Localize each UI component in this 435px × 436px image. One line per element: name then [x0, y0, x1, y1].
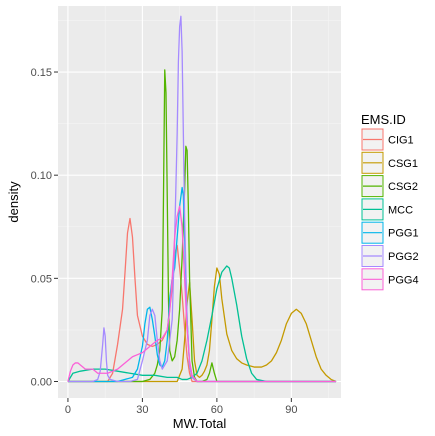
x-tick-label: 0: [65, 404, 71, 416]
density-line-mcc: [67, 265, 337, 383]
legend: EMS.ID CIG1 CSG1 CSG2 MCC PGG1 PGG2 PGG4: [361, 112, 419, 291]
y-tick-label: 0.05: [31, 273, 52, 285]
density-line-pgg4: [67, 205, 337, 383]
legend-title: EMS.ID: [361, 112, 406, 127]
x-axis-title: MW.Total: [173, 416, 227, 431]
y-tick-label: 0.00: [31, 376, 52, 388]
y-tick-label: 0.15: [31, 67, 52, 79]
legend-label-csg2: CSG2: [388, 181, 418, 193]
legend-items: CIG1 CSG1 CSG2 MCC PGG1 PGG2 PGG4: [361, 128, 419, 291]
x-tick-label: 30: [136, 404, 148, 416]
y-axis-title: density: [6, 181, 21, 223]
legend-label-csg1: CSG1: [388, 158, 418, 170]
density-line-pgg2: [67, 15, 337, 383]
x-tick-label: 60: [211, 404, 223, 416]
legend-label-pgg4: PGG4: [388, 274, 419, 286]
legend-label-pgg1: PGG1: [388, 228, 419, 240]
density-line-csg1: [67, 267, 337, 383]
legend-label-mcc: MCC: [388, 204, 413, 216]
y-tick-label: 0.10: [31, 170, 52, 182]
legend-label-pgg2: PGG2: [388, 251, 419, 263]
x-axis-ticks: 0 30 60 90: [65, 398, 297, 416]
x-tick-label: 90: [285, 404, 297, 416]
legend-label-cig1: CIG1: [388, 135, 414, 147]
panel-background: [58, 6, 341, 398]
series-lines: [67, 15, 337, 383]
y-axis-ticks: 0.00 0.05 0.10 0.15: [31, 67, 58, 388]
